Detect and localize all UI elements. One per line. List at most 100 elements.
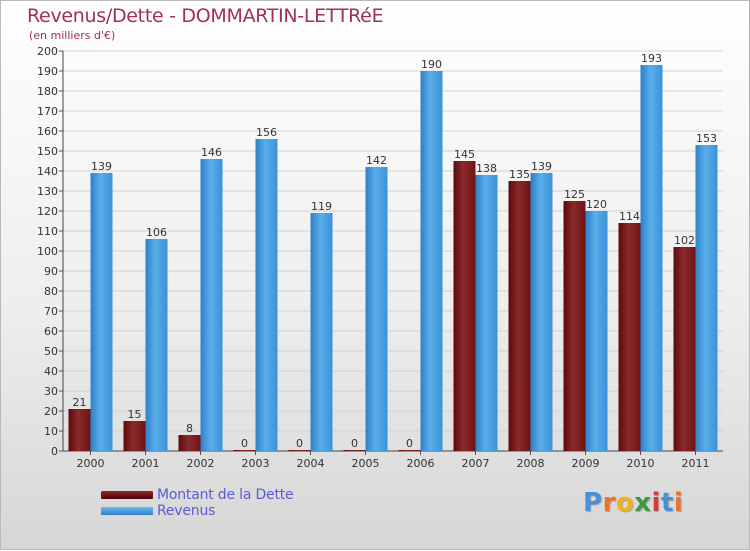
bar-debt-2005 xyxy=(343,450,366,451)
grid-lines xyxy=(63,50,723,452)
data-label-debt-2010: 114 xyxy=(619,210,640,223)
bar-debt-2008 xyxy=(508,181,531,451)
bar-revenue-2004 xyxy=(310,213,333,451)
data-label-revenue-2005: 142 xyxy=(366,154,387,167)
data-label-revenue-2002: 146 xyxy=(201,146,222,159)
y-tick-label: 150 xyxy=(37,145,58,158)
data-label-debt-2003: 0 xyxy=(241,437,248,450)
y-tick-label: 50 xyxy=(44,345,58,358)
logo-letter: x xyxy=(634,488,652,518)
data-label-revenue-2001: 106 xyxy=(146,226,167,239)
proxiti-logo: Proxiti xyxy=(583,488,683,518)
y-tick-label: 110 xyxy=(37,225,58,238)
y-tick-label: 100 xyxy=(37,245,58,258)
bar-debt-2006 xyxy=(398,450,421,451)
legend-swatch-debt xyxy=(101,491,153,499)
y-tick-label: 190 xyxy=(37,65,58,78)
logo-letter: r xyxy=(602,488,616,518)
chart-title: Revenus/Dette - DOMMARTIN-LETTRéE xyxy=(27,5,384,27)
data-label-debt-2008: 135 xyxy=(509,168,530,181)
y-tick-label: 180 xyxy=(37,85,58,98)
data-label-debt-2004: 0 xyxy=(296,437,303,450)
logo-letter: t xyxy=(660,488,674,518)
y-tick-label: 80 xyxy=(44,285,58,298)
y-tick-label: 130 xyxy=(37,185,58,198)
bar-revenue-2002 xyxy=(200,159,223,451)
bar-debt-2004 xyxy=(288,450,311,451)
data-label-revenue-2004: 119 xyxy=(311,200,332,213)
bar-debt-2010 xyxy=(618,223,641,451)
data-label-debt-2002: 8 xyxy=(186,422,193,435)
y-tick-label: 60 xyxy=(44,325,58,338)
data-label-revenue-2011: 153 xyxy=(696,132,717,145)
y-tick-label: 160 xyxy=(37,125,58,138)
data-label-revenue-2006: 190 xyxy=(421,58,442,71)
data-label-debt-2000: 21 xyxy=(73,396,87,409)
x-tick-label-2007: 2007 xyxy=(462,457,490,470)
data-label-revenue-2010: 193 xyxy=(641,52,662,65)
y-tick-label: 90 xyxy=(44,265,58,278)
data-label-revenue-2007: 138 xyxy=(476,162,497,175)
y-tick-label: 20 xyxy=(44,405,58,418)
bars xyxy=(68,65,718,451)
data-label-debt-2009: 125 xyxy=(564,188,585,201)
y-tick-label: 120 xyxy=(37,205,58,218)
data-label-revenue-2000: 139 xyxy=(91,160,112,173)
bar-revenue-2011 xyxy=(695,145,718,451)
data-label-revenue-2008: 139 xyxy=(531,160,552,173)
x-tick-label-2000: 2000 xyxy=(77,457,105,470)
x-tick-label-2009: 2009 xyxy=(572,457,600,470)
data-label-revenue-2009: 120 xyxy=(586,198,607,211)
bar-revenue-2001 xyxy=(145,239,168,451)
bar-debt-2011 xyxy=(673,247,696,451)
legend-label-debt: Montant de la Dette xyxy=(157,487,294,503)
bar-revenue-2005 xyxy=(365,167,388,451)
data-label-debt-2006: 0 xyxy=(406,437,413,450)
bar-debt-2001 xyxy=(123,421,146,451)
y-tick-label: 170 xyxy=(37,105,58,118)
x-tick-label-2001: 2001 xyxy=(132,457,160,470)
data-label-revenue-2003: 156 xyxy=(256,126,277,139)
legend-label-revenue: Revenus xyxy=(157,503,216,519)
y-tick-label: 140 xyxy=(37,165,58,178)
data-label-debt-2001: 15 xyxy=(128,408,142,421)
logo-letter: i xyxy=(673,488,684,518)
y-tick-label: 30 xyxy=(44,385,58,398)
bar-debt-2002 xyxy=(178,435,201,451)
x-tick-label-2006: 2006 xyxy=(407,457,435,470)
y-tick-label: 0 xyxy=(51,445,58,458)
bar-debt-2007 xyxy=(453,161,476,451)
bar-revenue-2008 xyxy=(530,173,553,451)
bar-revenue-2000 xyxy=(90,173,113,451)
bar-debt-2009 xyxy=(563,201,586,451)
chart-subtitle: (en milliers d'€) xyxy=(29,29,116,42)
bar-debt-2003 xyxy=(233,450,256,451)
x-tick-label-2010: 2010 xyxy=(627,457,655,470)
bar-revenue-2007 xyxy=(475,175,498,451)
logo-letter: P xyxy=(583,488,603,518)
bar-revenue-2006 xyxy=(420,71,443,451)
legend-swatch-revenue xyxy=(101,507,153,515)
x-tick-label-2003: 2003 xyxy=(242,457,270,470)
bar-revenue-2003 xyxy=(255,139,278,451)
x-tick-label-2008: 2008 xyxy=(517,457,545,470)
axes: 0102030405060708090100110120130140150160… xyxy=(37,45,723,470)
data-label-debt-2007: 145 xyxy=(454,148,475,161)
x-tick-label-2002: 2002 xyxy=(187,457,215,470)
data-label-debt-2005: 0 xyxy=(351,437,358,450)
y-tick-label: 10 xyxy=(44,425,58,438)
bar-revenue-2009 xyxy=(585,211,608,451)
y-tick-label: 200 xyxy=(37,45,58,58)
bar-debt-2000 xyxy=(68,409,91,451)
y-tick-label: 40 xyxy=(44,365,58,378)
data-label-debt-2011: 102 xyxy=(674,234,695,247)
logo-letter: o xyxy=(615,488,635,518)
x-tick-label-2005: 2005 xyxy=(352,457,380,470)
logo-letter: i xyxy=(651,488,661,518)
bar-revenue-2010 xyxy=(640,65,663,451)
y-tick-label: 70 xyxy=(44,305,58,318)
x-tick-label-2011: 2011 xyxy=(682,457,710,470)
